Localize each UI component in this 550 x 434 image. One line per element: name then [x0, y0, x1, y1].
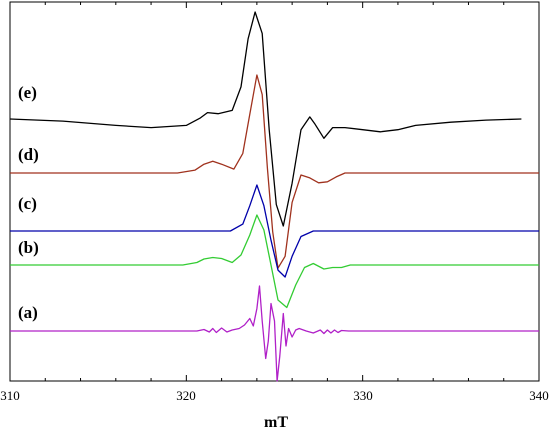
- spectrum-traces: [9, 11, 539, 382]
- x-axis-ticks: [9, 2, 540, 381]
- x-axis-tick-labels: 310 320 330 340: [0, 388, 549, 403]
- x-tick-label-310: 310: [0, 388, 20, 403]
- trace-e: [9, 11, 522, 227]
- trace-b: [10, 214, 539, 309]
- trace-labels: (e) (d) (c) (b) (a): [18, 83, 39, 322]
- trace-d: [10, 74, 539, 269]
- trace-label-d: (d): [18, 145, 39, 164]
- x-axis-title: mT: [264, 414, 288, 431]
- trace-c: [10, 184, 539, 278]
- x-tick-label-320: 320: [176, 388, 196, 403]
- trace-a: [10, 285, 539, 382]
- trace-label-a: (a): [18, 303, 38, 322]
- plot-frame: [9, 1, 540, 382]
- trace-label-e: (e): [18, 83, 37, 102]
- trace-label-b: (b): [18, 238, 39, 257]
- trace-label-c: (c): [18, 194, 37, 213]
- x-tick-label-330: 330: [353, 388, 373, 403]
- x-tick-label-340: 340: [529, 388, 549, 403]
